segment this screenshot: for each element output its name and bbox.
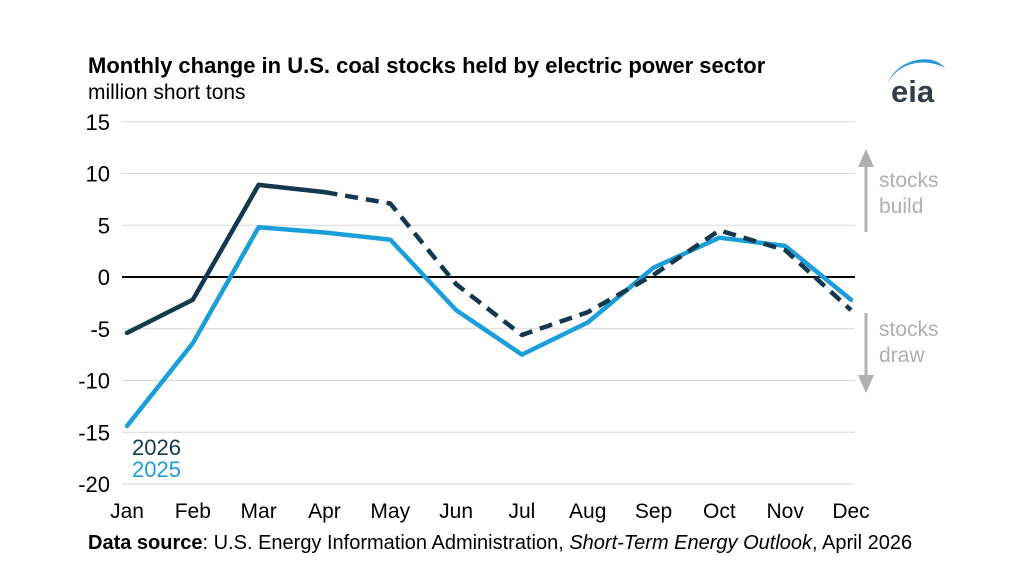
stocks-draw-line2: draw — [879, 344, 925, 367]
footer-bold: Data source — [88, 532, 203, 554]
x-tick-label: Sep — [635, 500, 672, 523]
y-tick-label: -5 — [90, 317, 110, 342]
x-tick-label: Jan — [110, 500, 144, 523]
y-tick-label: -15 — [78, 420, 110, 445]
legend-label-2025: 2025 — [132, 457, 181, 482]
stocks-draw-annotation: stocks draw — [879, 317, 939, 369]
y-tick-label: -20 — [78, 472, 110, 497]
y-tick-label: -10 — [78, 369, 110, 394]
stocks-build-annotation: stocks build — [879, 168, 939, 220]
x-tick-label: Dec — [832, 500, 869, 523]
footer-italic: Short-Term Energy Outlook — [569, 532, 813, 554]
y-tick-label: 5 — [98, 213, 110, 238]
x-tick-label: Aug — [569, 500, 606, 523]
x-tick-label: Jun — [439, 500, 473, 523]
y-tick-label: 0 — [98, 265, 110, 290]
series-line-2026-forecast — [324, 189, 853, 338]
legend-label-2026: 2026 — [132, 435, 181, 460]
x-tick-label: Jul — [508, 500, 535, 523]
x-tick-label: Feb — [175, 500, 211, 523]
y-tick-label: 15 — [86, 110, 110, 135]
x-tick-label: Nov — [767, 500, 805, 523]
y-tick-label: 10 — [86, 162, 110, 187]
chart-title: Monthly change in U.S. coal stocks held … — [88, 53, 766, 78]
eia-logo-text: eia — [891, 74, 935, 108]
chart-units-subtitle: million short tons — [88, 81, 246, 104]
stocks-draw-arrow-icon — [858, 313, 874, 393]
data-source-footer: Data source: U.S. Energy Information Adm… — [88, 532, 912, 555]
stocks-build-line1: stocks — [879, 169, 939, 192]
x-tick-label: May — [370, 500, 410, 523]
footer-normal2: , April 2026 — [812, 532, 913, 554]
x-tick-label: Apr — [308, 500, 341, 523]
x-tick-label: Mar — [241, 500, 277, 523]
series-line-2026-actual — [124, 182, 327, 336]
footer-normal1: : U.S. Energy Information Administration… — [202, 532, 570, 554]
eia-logo: eia — [888, 59, 945, 108]
series-line-2025 — [124, 225, 854, 429]
stocks-draw-line1: stocks — [879, 318, 939, 341]
x-tick-label: Oct — [703, 500, 736, 523]
stocks-build-arrow-icon — [858, 149, 874, 232]
stocks-build-line2: build — [879, 195, 924, 218]
